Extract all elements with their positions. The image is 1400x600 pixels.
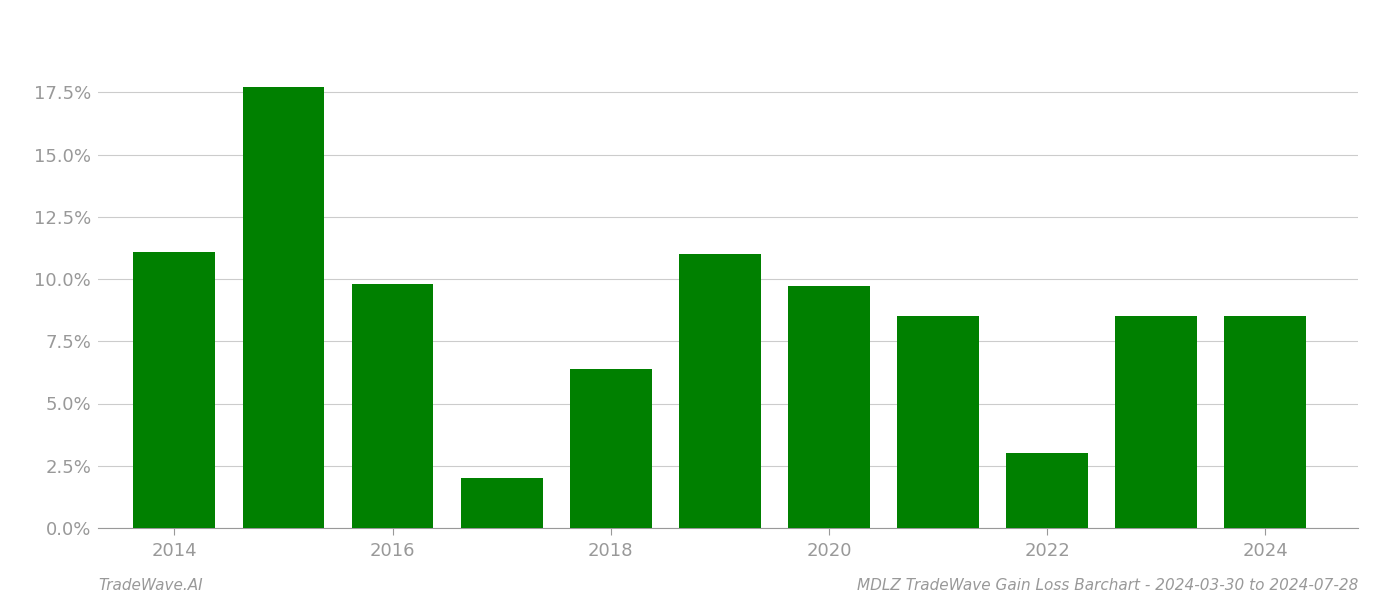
Bar	[570, 368, 651, 528]
Bar	[1225, 316, 1306, 528]
Bar	[1116, 316, 1197, 528]
Bar	[242, 87, 325, 528]
Bar	[788, 286, 869, 528]
Bar	[679, 254, 760, 528]
Bar	[897, 316, 979, 528]
Bar	[1007, 454, 1088, 528]
Bar	[133, 251, 216, 528]
Bar	[461, 478, 543, 528]
Text: TradeWave.AI: TradeWave.AI	[98, 578, 203, 593]
Bar	[351, 284, 434, 528]
Text: MDLZ TradeWave Gain Loss Barchart - 2024-03-30 to 2024-07-28: MDLZ TradeWave Gain Loss Barchart - 2024…	[857, 578, 1358, 593]
